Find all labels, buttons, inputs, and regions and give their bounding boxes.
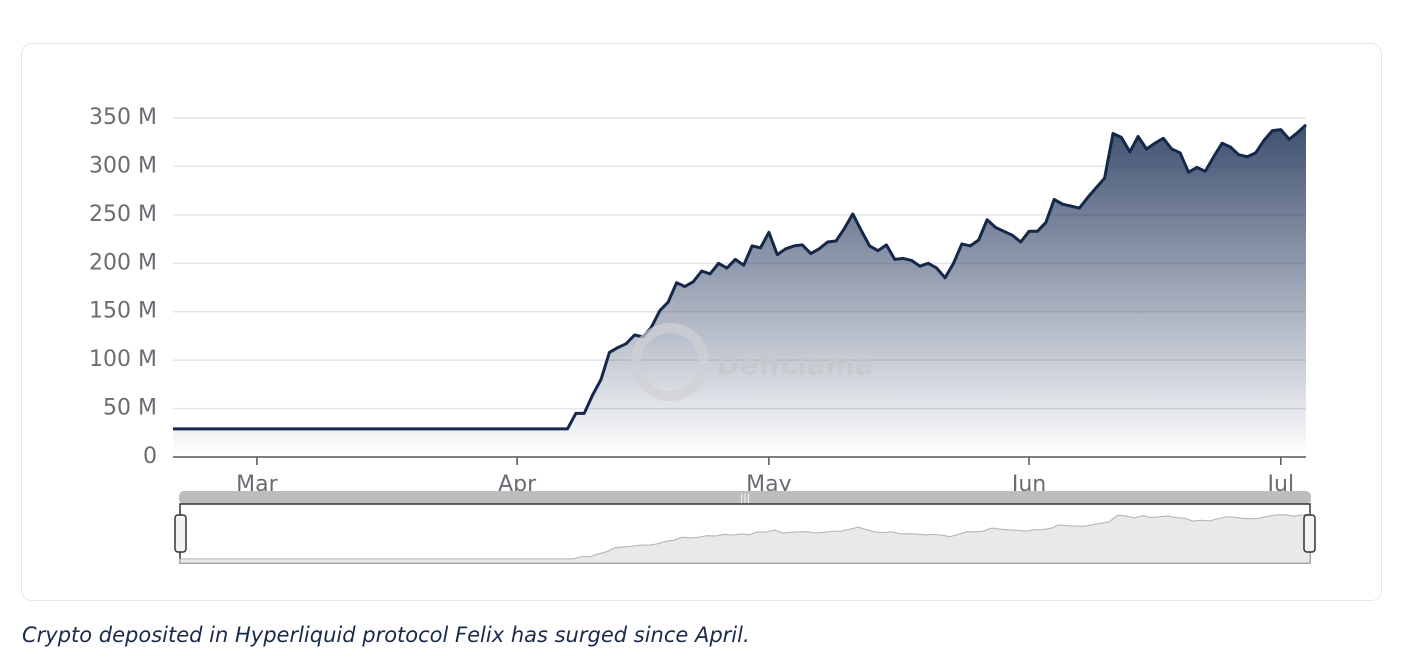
scrollbar-grip: |||: [740, 493, 750, 504]
watermark: DefiLlama: [716, 348, 873, 381]
navigator-area: [179, 513, 1311, 564]
watermark-logo: [631, 323, 709, 401]
navigator: [179, 513, 1311, 564]
navigator-handle-right[interactable]: [1303, 514, 1316, 553]
navigator-handle-left[interactable]: [174, 514, 187, 553]
y-tick-label: 150 M: [89, 299, 157, 324]
y-tick-label: 250 M: [89, 202, 157, 227]
y-tick-label: 50 M: [103, 396, 157, 421]
area-fill: [173, 124, 1306, 458]
navigator-scrollbar[interactable]: [179, 491, 1311, 504]
y-tick-label: 0: [143, 444, 157, 469]
y-tick-label: 200 M: [89, 250, 157, 275]
y-tick-label: 300 M: [89, 153, 157, 178]
y-tick-label: 350 M: [89, 105, 157, 130]
y-tick-label: 100 M: [89, 347, 157, 372]
caption: Crypto deposited in Hyperliquid protocol…: [22, 623, 750, 647]
line: [173, 123, 1308, 431]
